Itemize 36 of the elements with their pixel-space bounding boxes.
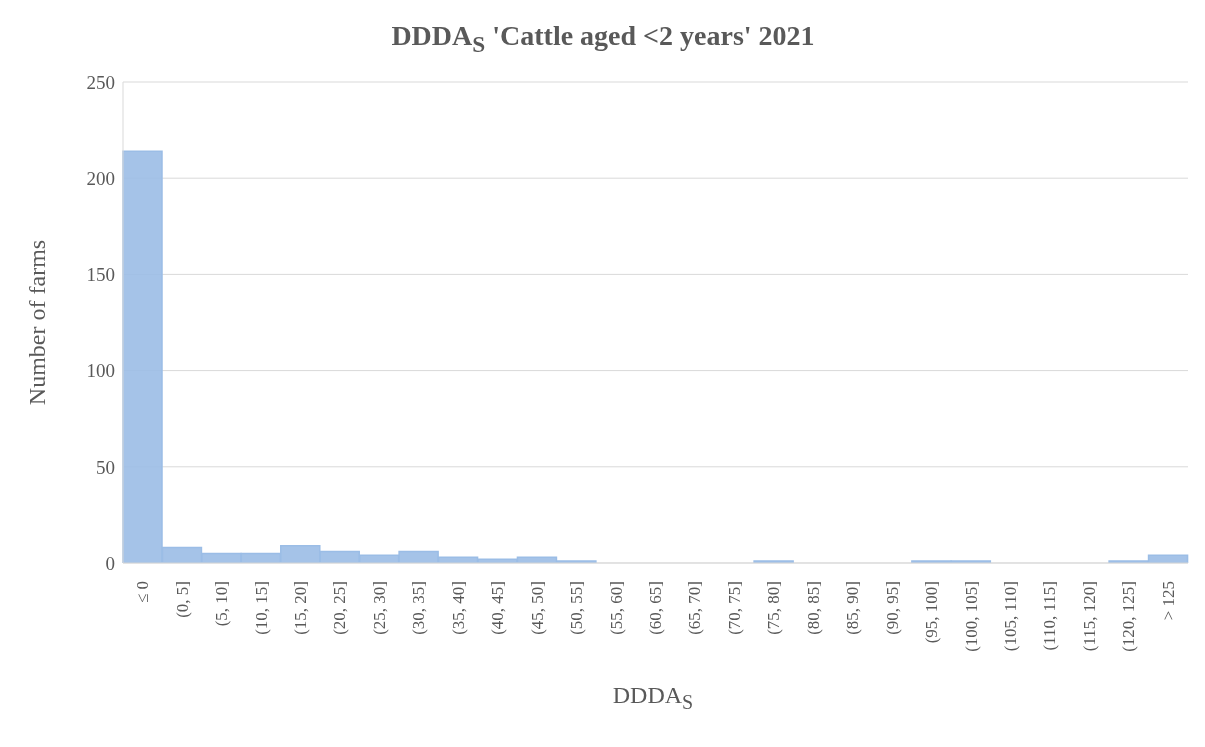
x-tick-label: (100, 105]	[961, 580, 981, 652]
x-tick-label: (115, 120]	[1079, 580, 1099, 651]
x-tick-label: (50, 55]	[567, 580, 587, 635]
x-tick-label: (110, 115]	[1040, 580, 1060, 651]
y-tick-label: 200	[86, 167, 115, 189]
x-tick-label: (120, 125]	[1119, 580, 1139, 652]
x-tick-label: (15, 20]	[291, 580, 310, 635]
x-tick-label: (10, 15]	[251, 580, 271, 635]
y-tick-label: 250	[86, 71, 115, 93]
x-tick-label: ≤ 0	[133, 580, 153, 603]
y-tick-label: 50	[96, 456, 115, 478]
x-tick-label: (85, 90]	[843, 580, 863, 635]
x-tick-label: (0, 5]	[172, 580, 192, 618]
x-tick-label: (90, 95]	[882, 580, 902, 635]
x-tick-label: (25, 30]	[369, 580, 389, 635]
x-tick-label: (35, 40]	[448, 580, 468, 635]
y-axis-title: Number of farms	[23, 239, 50, 405]
x-tick-label: (55, 60]	[606, 580, 626, 635]
x-tick-label: (80, 85]	[803, 580, 823, 635]
y-tick-label: 100	[86, 359, 115, 381]
y-tick-label: 150	[86, 263, 115, 285]
x-tick-label: (70, 75]	[724, 580, 744, 635]
x-tick-label: (95, 100]	[922, 580, 942, 643]
y-tick-label: 0	[105, 552, 115, 574]
x-axis-title: DDDA$_{S}$	[611, 681, 695, 714]
x-tick-label: (45, 50]	[527, 580, 547, 635]
x-tick-label: (5, 10]	[212, 580, 232, 626]
x-tick-label: (65, 70]	[685, 580, 705, 635]
x-tick-label: (40, 45]	[488, 580, 508, 635]
x-tick-label: (105, 110]	[1001, 580, 1020, 651]
x-tick-label: (60, 65]	[646, 580, 665, 635]
x-tick-label: > 125	[1158, 580, 1178, 620]
x-tick-label: (75, 80]	[764, 580, 784, 635]
x-tick-label: (30, 35]	[409, 580, 429, 635]
chart-title: DDDA$_{S}$ 'Cattle aged <2 years' 2021	[390, 20, 816, 58]
x-tick-label: (20, 25]	[330, 580, 350, 635]
